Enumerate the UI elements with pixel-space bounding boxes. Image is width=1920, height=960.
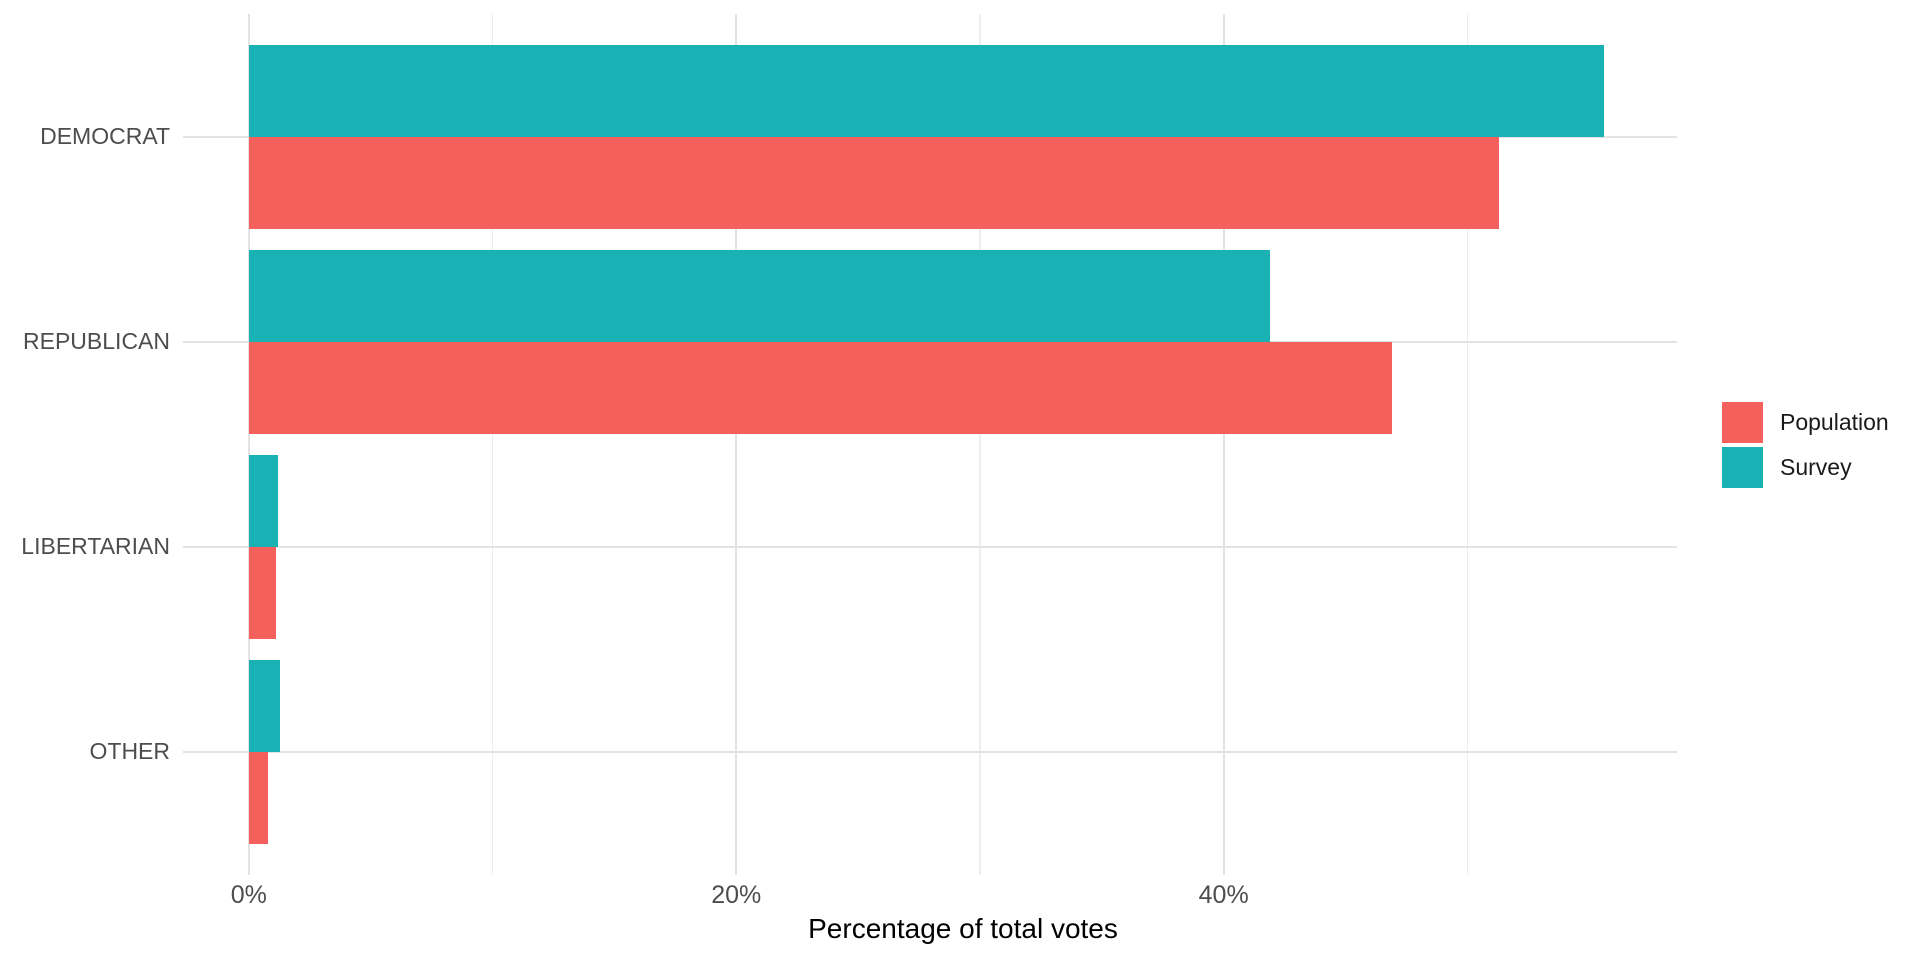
legend-item-population: Population	[1722, 402, 1889, 443]
legend-swatch-population	[1722, 402, 1763, 443]
bar-republican-survey	[248, 250, 1270, 342]
x-tick-label-40: 40%	[1198, 881, 1249, 909]
bar-other-survey	[248, 660, 281, 752]
gridline-minor-30	[979, 14, 981, 875]
bar-democrat-survey	[248, 45, 1604, 137]
bar-democrat-population	[248, 137, 1500, 229]
gridline-minor-50	[1466, 14, 1469, 875]
x-tick-label-0: 0%	[230, 881, 267, 909]
bar-other-population	[248, 752, 269, 844]
y-axis-label-other: OTHER	[89, 738, 171, 764]
y-axis-label-republican: REPUBLICAN	[23, 328, 170, 354]
x-axis-title: Percentage of total votes	[808, 913, 1118, 944]
gridline-major-20	[735, 14, 738, 875]
gridline-major-40	[1222, 14, 1225, 875]
x-tick-label-20: 20%	[711, 881, 762, 909]
gridline-minor-10	[491, 14, 494, 875]
y-axis-label-democrat: DEMOCRAT	[40, 123, 170, 149]
legend-label-survey: Survey	[1780, 454, 1852, 480]
bar-libertarian-survey	[248, 455, 279, 547]
gridline-category-libertarian	[183, 546, 1677, 548]
bar-republican-population	[248, 342, 1392, 434]
legend-swatch-survey	[1722, 447, 1763, 488]
plot-panel	[183, 14, 1677, 875]
legend: Population Survey	[1722, 402, 1889, 492]
bar-libertarian-population	[248, 547, 276, 639]
legend-label-population: Population	[1780, 409, 1889, 435]
gridline-category-other	[183, 751, 1677, 753]
gridline-major-0	[247, 14, 250, 875]
y-axis-label-libertarian: LIBERTARIAN	[21, 533, 170, 559]
legend-item-survey: Survey	[1722, 447, 1889, 488]
